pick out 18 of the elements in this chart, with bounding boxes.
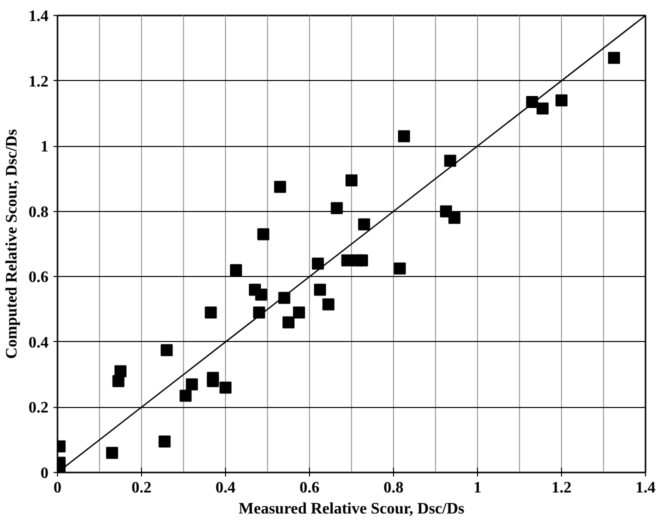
x-tick-label: 0: [54, 480, 62, 496]
x-tick-label: 0.6: [300, 480, 320, 496]
x-tick-label: 0.4: [216, 480, 236, 496]
x-tick-label: 0.2: [132, 480, 152, 496]
y-axis-title: Computed Relative Scour, Dsc/Ds: [4, 129, 20, 359]
y-tick-label: 1.4: [28, 8, 48, 25]
x-tick-label: 1.4: [636, 480, 656, 496]
x-axis-title: Measured Relative Scour, Dsc/Ds: [238, 500, 464, 518]
y-tick-label: 0.6: [28, 269, 48, 286]
y-tick-label: 0.4: [28, 334, 48, 352]
y-tick-label: 1.2: [28, 73, 48, 90]
x-tick-label: 1: [474, 480, 482, 496]
x-tick-label: 0.8: [384, 480, 404, 496]
y-tick-label: 1: [40, 138, 48, 156]
y-tick-label: 0.8: [28, 204, 48, 221]
x-tick-label: 1.2: [552, 480, 572, 496]
y-tick-label: 0.2: [28, 400, 48, 417]
y-tick-label: 0: [40, 465, 48, 482]
